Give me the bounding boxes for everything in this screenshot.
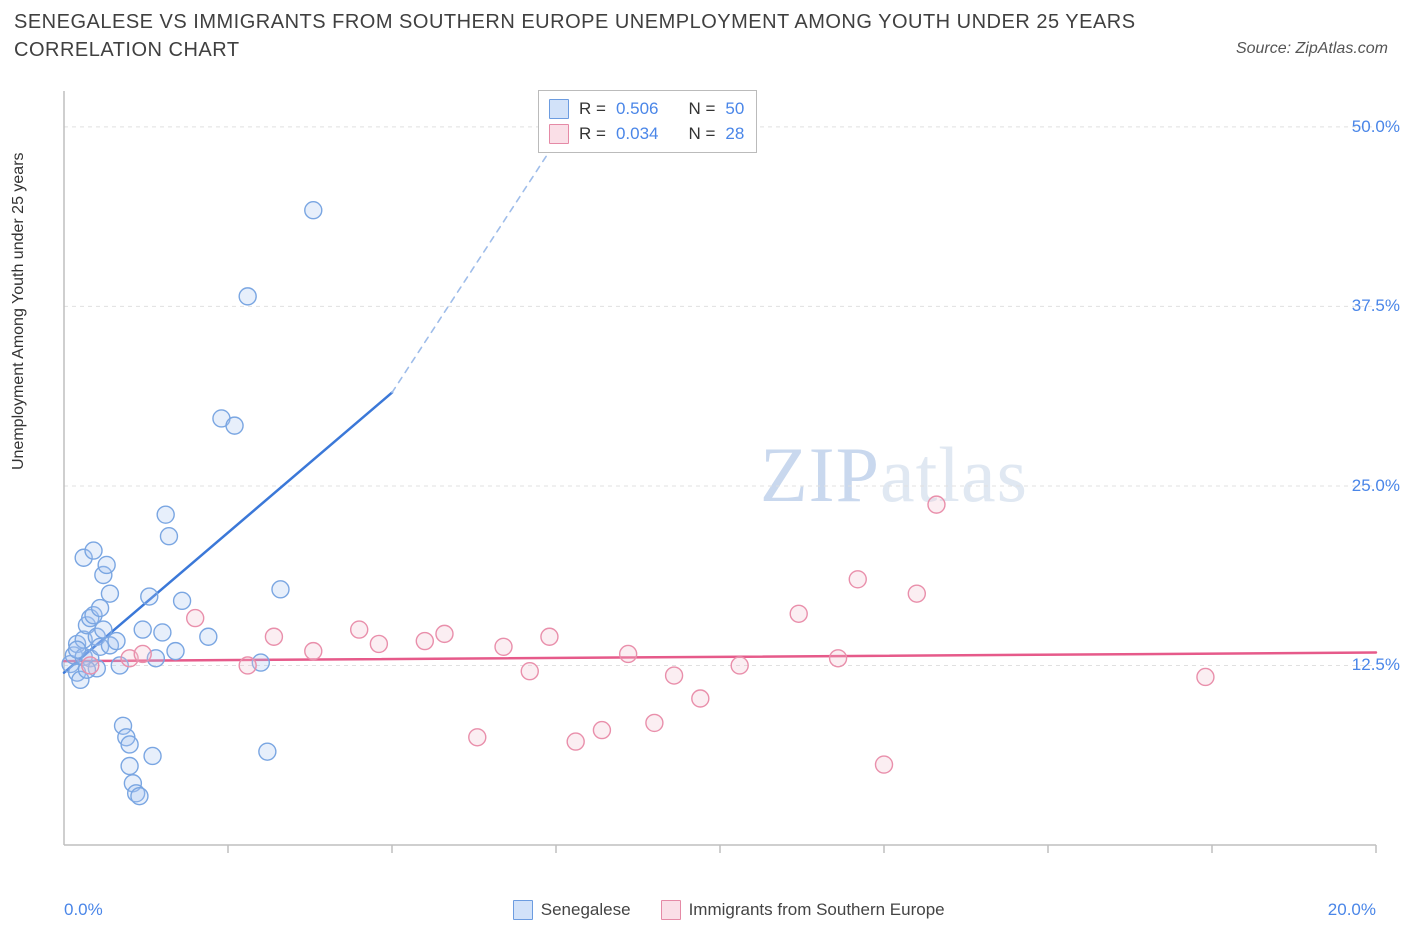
x-axis-row: 0.0% Senegalese Immigrants from Southern… bbox=[60, 900, 1380, 920]
legend-swatch-senegalese bbox=[549, 99, 569, 119]
legend-N-southeu: 28 bbox=[725, 122, 744, 147]
chart-container: SENEGALESE VS IMMIGRANTS FROM SOUTHERN E… bbox=[0, 0, 1406, 930]
bottom-label-southeu: Immigrants from Southern Europe bbox=[689, 900, 945, 920]
legend-N-senegalese: 50 bbox=[725, 97, 744, 122]
y-tick-label: 37.5% bbox=[1352, 296, 1400, 316]
x-axis-min-label: 0.0% bbox=[64, 900, 103, 920]
legend-row-senegalese: R = 0.506 N = 50 bbox=[549, 97, 744, 122]
scatter-plot-svg bbox=[60, 85, 1380, 875]
y-tick-label: 25.0% bbox=[1352, 476, 1400, 496]
y-axis-label: Unemployment Among Youth under 25 years bbox=[10, 152, 28, 470]
correlation-legend-box: R = 0.506 N = 50 R = 0.034 N = 28 bbox=[538, 90, 757, 153]
legend-N-label-2: N = bbox=[688, 122, 715, 147]
legend-R-label-2: R = bbox=[579, 122, 606, 147]
legend-R-label: R = bbox=[579, 97, 606, 122]
y-tick-label: 50.0% bbox=[1352, 117, 1400, 137]
y-tick-label: 12.5% bbox=[1352, 655, 1400, 675]
legend-R-senegalese: 0.506 bbox=[616, 97, 659, 122]
bottom-legend-item-southeu: Immigrants from Southern Europe bbox=[661, 900, 945, 920]
bottom-legend-item-senegalese: Senegalese bbox=[513, 900, 631, 920]
bottom-label-senegalese: Senegalese bbox=[541, 900, 631, 920]
legend-row-southeu: R = 0.034 N = 28 bbox=[549, 122, 744, 147]
legend-R-southeu: 0.034 bbox=[616, 122, 659, 147]
source-attribution: Source: ZipAtlas.com bbox=[1236, 40, 1388, 58]
bottom-legend: Senegalese Immigrants from Southern Euro… bbox=[513, 900, 945, 920]
chart-title: SENEGALESE VS IMMIGRANTS FROM SOUTHERN E… bbox=[14, 8, 1156, 64]
plot-area bbox=[60, 85, 1380, 875]
legend-swatch-southeu bbox=[549, 124, 569, 144]
bottom-swatch-southeu bbox=[661, 900, 681, 920]
bottom-swatch-senegalese bbox=[513, 900, 533, 920]
x-axis-max-label: 20.0% bbox=[1328, 900, 1376, 920]
legend-N-label: N = bbox=[688, 97, 715, 122]
